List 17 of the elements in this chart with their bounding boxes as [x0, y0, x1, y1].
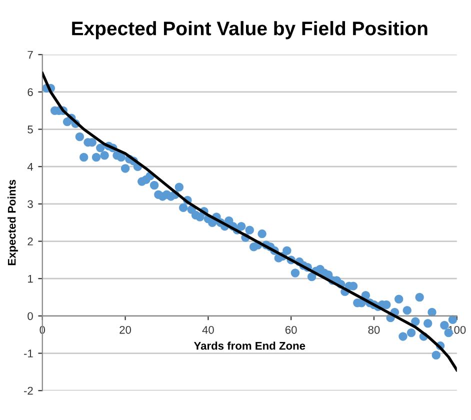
y-tick-label: 5 — [28, 126, 33, 134]
y-tick-label: 6 — [28, 88, 33, 96]
y-tick-label: 4 — [27, 162, 34, 171]
y-axis-title: Expected Points — [8, 180, 18, 266]
y-tick-label: 2 — [28, 238, 33, 246]
y-tick-label: -1 — [24, 350, 33, 358]
x-tick-label: 60 — [285, 326, 297, 334]
y-tick-label: 3 — [28, 200, 33, 208]
x-tick-label: 20 — [120, 326, 132, 334]
y-tick-label: 1 — [28, 274, 33, 283]
x-tick-label: 40 — [202, 326, 214, 334]
y-tick-label: -2 — [24, 386, 33, 395]
x-tick-label: 80 — [368, 326, 380, 334]
chart-title: Expected Point Value by Field Position — [72, 21, 428, 40]
x-axis-title: Yards from End Zone — [194, 342, 306, 350]
y-tick-label: 0 — [28, 312, 33, 320]
y-tick-label: 7 — [28, 50, 33, 59]
